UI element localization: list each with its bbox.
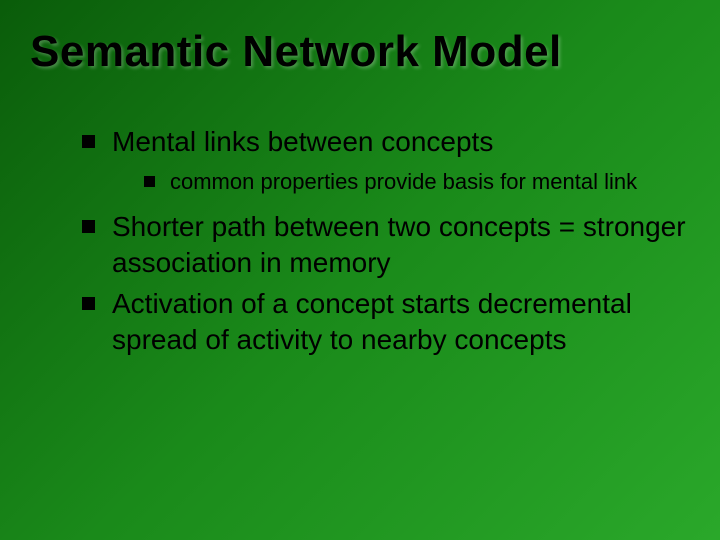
sub-bullet-text: common properties provide basis for ment… bbox=[170, 169, 637, 194]
bullet-list: Mental links between concepts common pro… bbox=[30, 124, 690, 358]
bullet-item: Shorter path between two concepts = stro… bbox=[82, 209, 690, 281]
bullet-text: Shorter path between two concepts = stro… bbox=[112, 211, 686, 278]
bullet-item: Activation of a concept starts decrement… bbox=[82, 286, 690, 358]
slide-container: Semantic Network Model Mental links betw… bbox=[0, 0, 720, 540]
sub-bullet-list: common properties provide basis for ment… bbox=[112, 168, 690, 197]
sub-bullet-item: common properties provide basis for ment… bbox=[144, 168, 690, 197]
slide-title: Semantic Network Model bbox=[30, 28, 690, 76]
bullet-text: Activation of a concept starts decrement… bbox=[112, 288, 632, 355]
bullet-item: Mental links between concepts common pro… bbox=[82, 124, 690, 196]
bullet-text: Mental links between concepts bbox=[112, 126, 493, 157]
